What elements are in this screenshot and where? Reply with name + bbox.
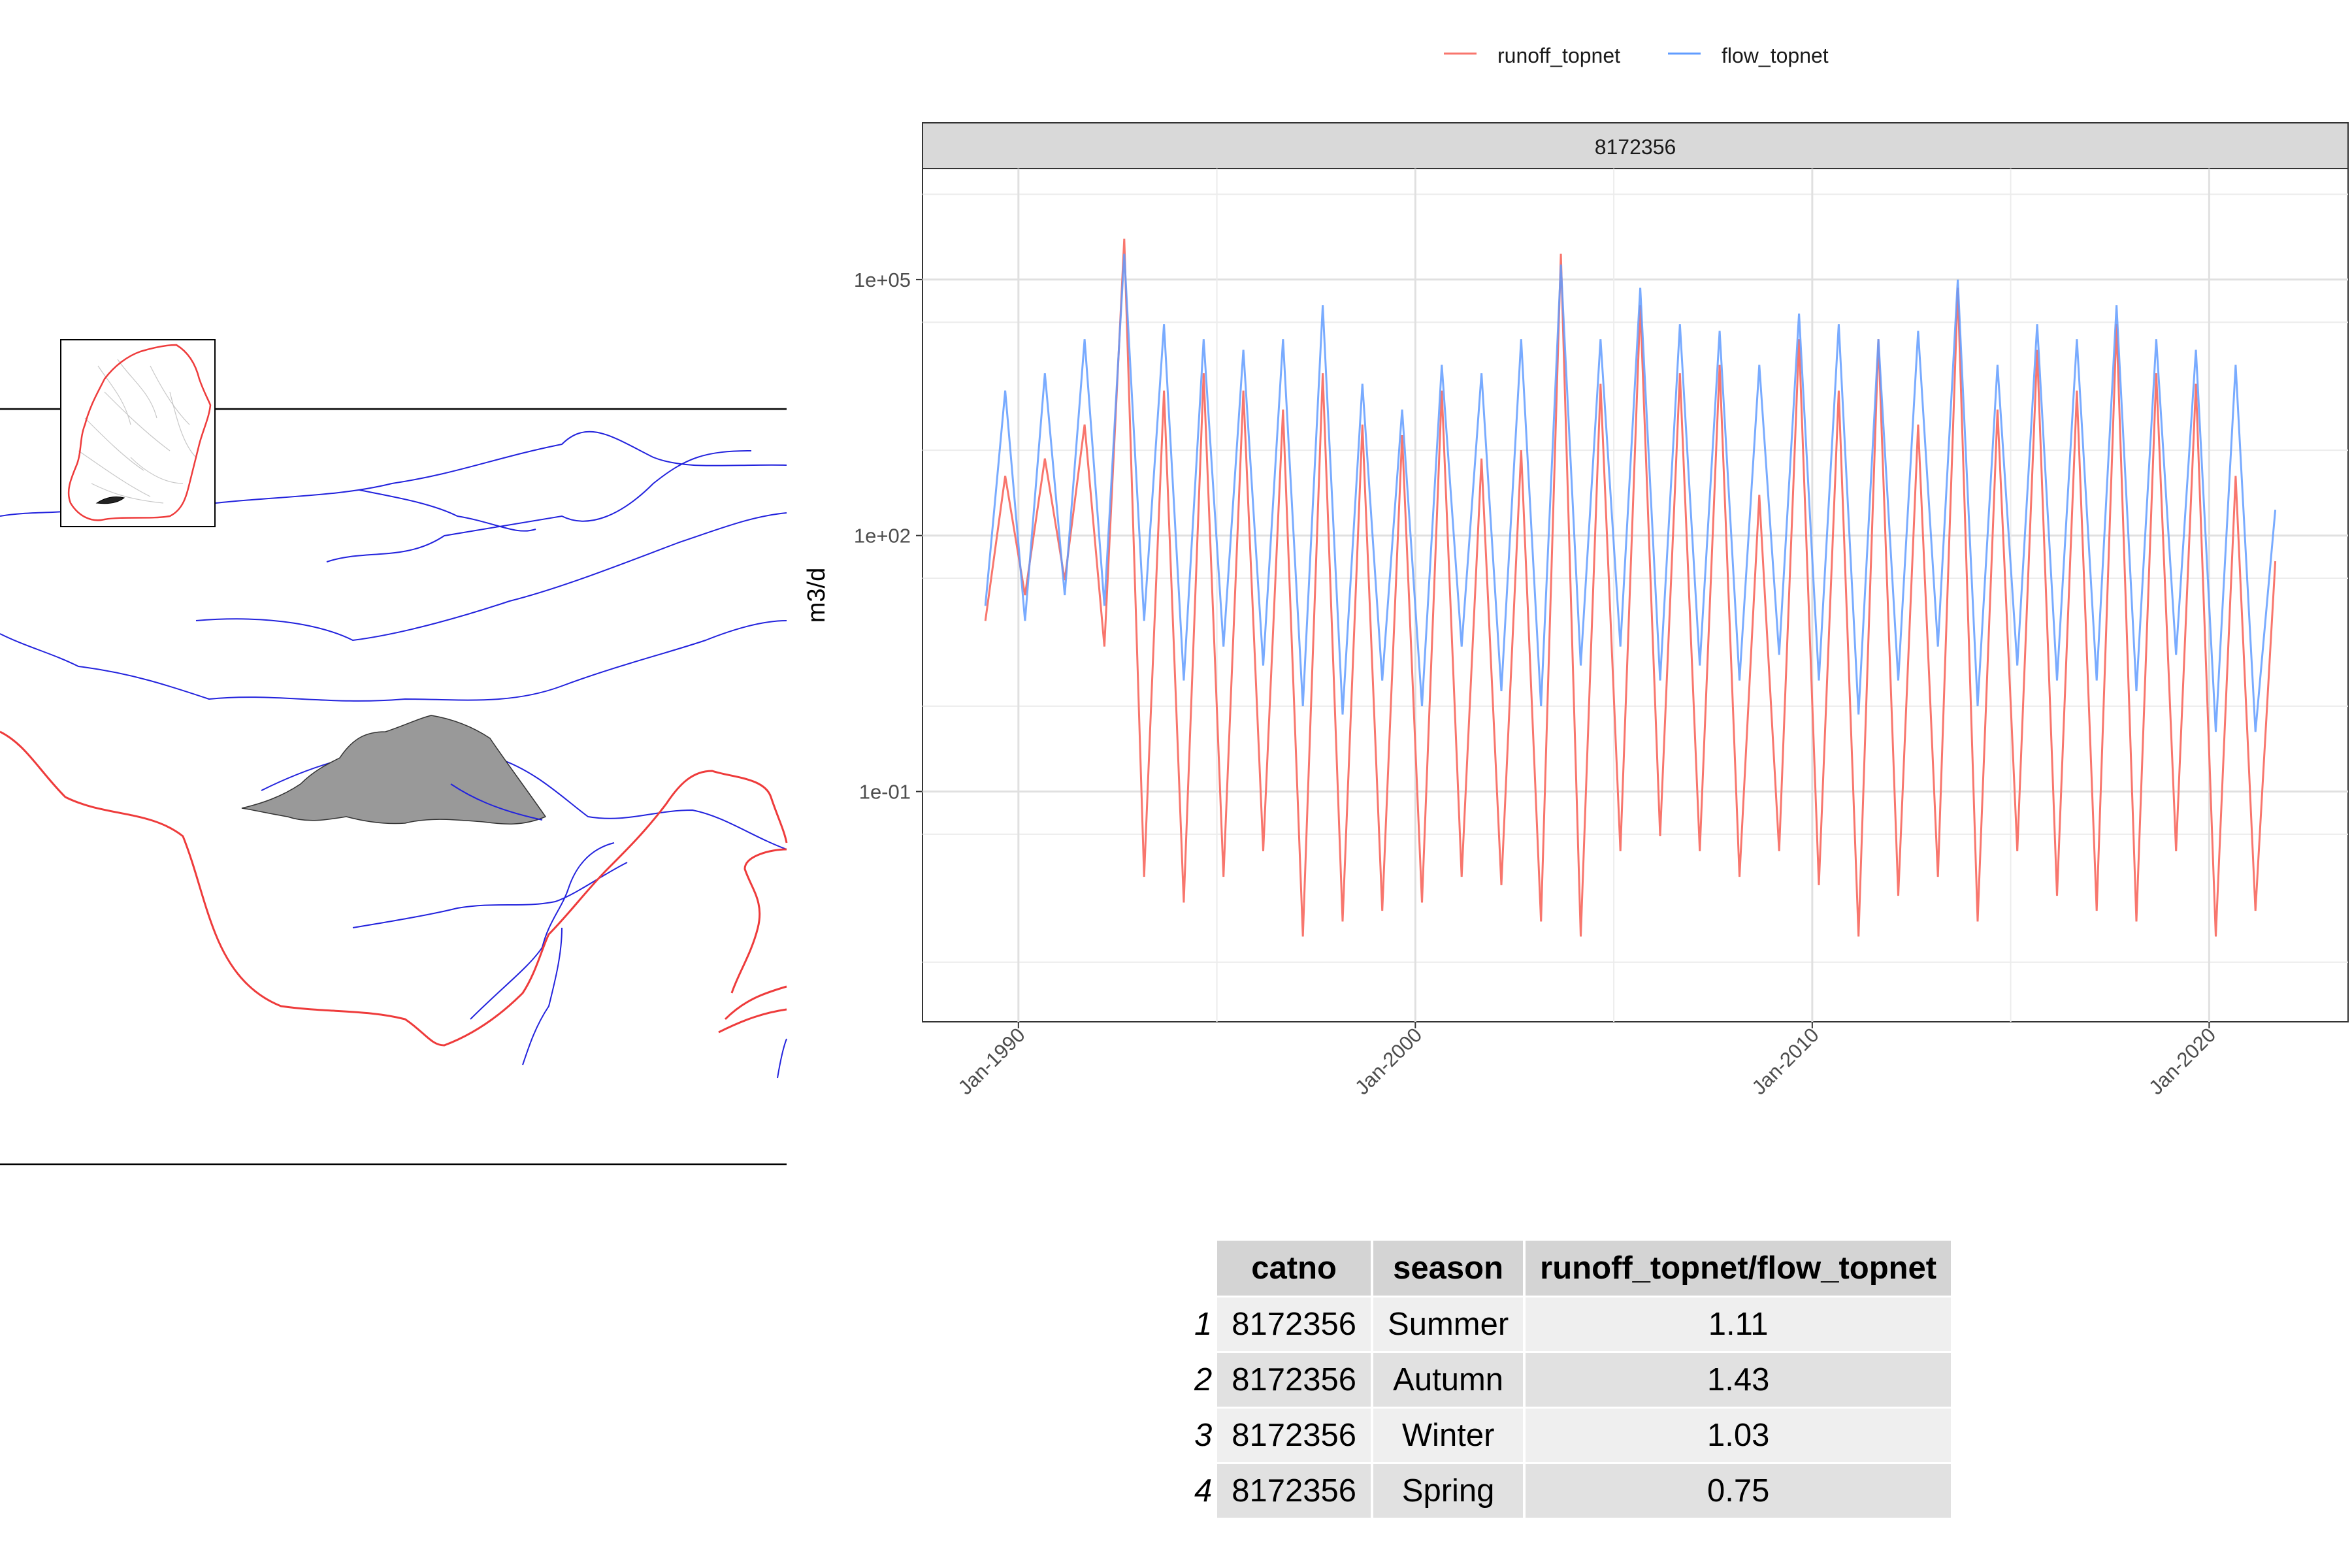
river-line [195,512,787,642]
inset-river-line [169,391,197,458]
cell-catno: 8172356 [1217,1464,1371,1518]
grid-lines [923,169,2348,1022]
table-header-row: catno season runoff_topnet/flow_topnet [1192,1241,1952,1296]
catchment-map [0,339,788,1166]
inset-river-line [84,417,144,471]
river-line [522,927,563,1066]
legend-label-flow: flow_topnet [1722,44,1829,67]
legend: runoff_topnet flow_topnet [1444,44,1829,67]
facet-strip-label: 8172356 [1595,135,1676,159]
table-row: 3 8172356 Winter 1.03 [1192,1409,1952,1462]
table-row: 1 8172356 Summer 1.11 [1192,1298,1952,1351]
y-tick-label: 1e-01 [859,781,911,804]
coastline [0,730,788,1047]
facet-strip [922,122,2349,169]
ratio-table: catno season runoff_topnet/flow_topnet 1… [1189,1239,1953,1520]
table-header-catno: catno [1217,1241,1371,1296]
inset-coastline [67,344,212,521]
y-tick-label: 1e+02 [854,525,911,547]
cell-ratio: 1.11 [1526,1298,1952,1351]
river-line [352,862,628,928]
coastline-line [718,1008,787,1034]
inset-river-line [91,483,164,504]
river-line [777,1038,787,1079]
x-tick-label: Jan-2000 [1350,1023,1426,1099]
table-row: 2 8172356 Autumn 1.43 [1192,1353,1952,1407]
data-series [984,238,2277,937]
table-rowname-header [1192,1241,1215,1296]
cell-season: Winter [1373,1409,1524,1462]
x-tick-label: Jan-2020 [2144,1023,2220,1099]
table-header-ratio: runoff_topnet/flow_topnet [1526,1241,1952,1296]
row-number: 2 [1194,1362,1213,1397]
x-tick-label: Jan-1990 [954,1023,1030,1099]
coastline-line [730,848,787,994]
row-number: 3 [1194,1418,1213,1453]
cell-season: Autumn [1373,1353,1524,1407]
row-number: 1 [1194,1307,1213,1342]
coastline-line [724,985,787,1021]
y-tick-label: 1e+05 [854,269,911,291]
catchment-polygon [241,715,547,825]
inset-river-line [104,391,171,451]
series-line-flow_topnet [984,253,2277,732]
cell-ratio: 1.03 [1526,1409,1952,1462]
river-line [0,620,787,702]
river-line [326,450,752,563]
cell-catno: 8172356 [1217,1409,1371,1462]
inset-catchment [95,496,125,504]
river-line [359,489,536,532]
legend-label-runoff: runoff_topnet [1497,44,1620,67]
inset-frame [60,339,216,527]
inset-river-line [150,365,190,425]
river-line [470,842,615,1020]
y-axis-title: m3/d [803,568,830,623]
cell-season: Summer [1373,1298,1524,1351]
catchment-river [450,783,543,821]
cell-catno: 8172356 [1217,1353,1371,1407]
cell-ratio: 1.43 [1526,1353,1952,1407]
inset-river-line [117,359,157,419]
table-header-season: season [1373,1241,1524,1296]
inset-river-line [130,457,184,484]
inset-river-line [78,450,151,497]
cell-ratio: 0.75 [1526,1464,1952,1518]
table-row: 4 8172356 Spring 0.75 [1192,1464,1952,1518]
x-tick-label: Jan-2010 [1748,1023,1823,1099]
inset-rivers [78,359,197,504]
inset-map [60,339,216,527]
cell-catno: 8172356 [1217,1298,1371,1351]
series-line-runoff_topnet [984,238,2277,937]
flow-chart: runoff_topnet flow_topnet 8172356 1e-01 1… [803,44,2349,1099]
row-number: 4 [1194,1473,1213,1509]
cell-season: Spring [1373,1464,1524,1518]
inset-river-line [97,365,131,425]
plot-panel [922,168,2349,1022]
coastline-line [0,730,788,1047]
